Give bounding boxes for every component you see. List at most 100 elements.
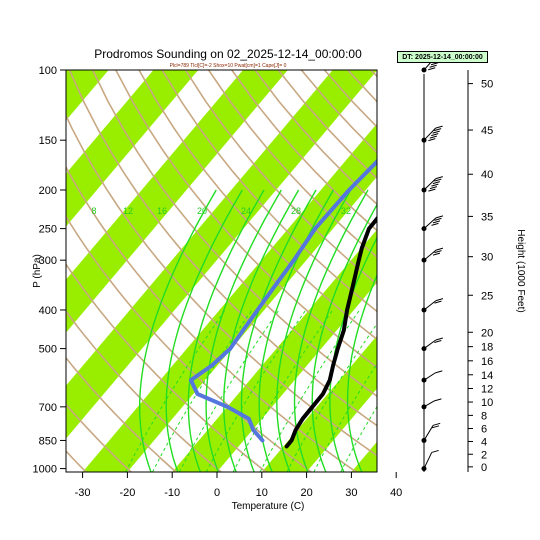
dewpoint-profile-line — [188, 158, 377, 443]
x-axis-title: Temperature (C) — [232, 501, 305, 512]
mixing-ratio-label: 20 — [197, 206, 207, 216]
moist-adiabat-line — [205, 189, 282, 472]
moist-adiabat-line — [187, 189, 265, 472]
height-tick-label: 16 — [481, 356, 493, 368]
wind-barb — [423, 337, 443, 349]
wind-barb — [423, 422, 441, 441]
height-tick-label: 4 — [481, 436, 487, 448]
dry-adiabat-line — [66, 215, 312, 472]
mixing-ratio-label: 32 — [341, 206, 351, 216]
isotherm-band — [66, 70, 199, 227]
p-tick-label: 500 — [39, 344, 57, 356]
mixing-ratio-label: 16 — [157, 206, 167, 216]
moist-adiabat-line — [258, 189, 334, 472]
height-tick-label: 25 — [481, 290, 493, 302]
wind-barb — [423, 176, 443, 192]
wind-barb — [423, 125, 443, 142]
p-tick-label: 400 — [39, 305, 57, 317]
moist-adiabat-line — [223, 189, 300, 472]
p-tick-label: 200 — [39, 185, 57, 197]
x-tick-label: 0 — [214, 487, 220, 499]
height-tick-label: 12 — [481, 384, 493, 396]
mixing-ratio-line — [313, 362, 377, 472]
mixing-ratio-line — [205, 309, 307, 472]
dry-adiabat-line — [66, 113, 377, 457]
mixing-ratio-label: 28 — [291, 206, 301, 216]
mixing-ratio-line — [259, 309, 361, 472]
chart-title: Prodromos Sounding on 02_2025-12-14_00:0… — [94, 47, 362, 61]
height-tick-label: 0 — [481, 462, 487, 474]
height-axis-title: Height (1000 Feet) — [515, 229, 526, 312]
height-tick-label: 10 — [481, 397, 493, 409]
height-tick-label: 18 — [481, 342, 493, 354]
moist-adiabat-line — [346, 273, 377, 472]
moist-adiabat-line — [240, 189, 317, 472]
dry-adiabat-line — [66, 262, 267, 472]
p-tick-label: 850 — [39, 435, 57, 447]
moist-adiabat-line — [293, 189, 369, 472]
x-tick-label: -10 — [164, 487, 180, 499]
mixing-ratio-line — [178, 309, 280, 472]
wind-barb — [423, 449, 439, 469]
x-tick-label: 40 — [390, 487, 402, 499]
mixing-ratio-line — [125, 309, 226, 472]
height-tick-label: 2 — [481, 449, 487, 461]
mixing-ratio-line — [286, 322, 377, 472]
height-tick-label: 6 — [481, 424, 487, 436]
p-tick-label: 1000 — [33, 464, 57, 476]
dry-adiabat-line — [66, 403, 132, 472]
moist-adiabat-line — [329, 236, 377, 472]
mixing-ratio-line — [232, 309, 334, 472]
dry-adiabat-line — [138, 70, 377, 341]
height-tick-label: 30 — [481, 252, 493, 264]
y-axis-title: P (hPa) — [32, 254, 43, 288]
dry-adiabat-line — [115, 70, 377, 369]
mixing-ratio-label: 24 — [241, 206, 251, 216]
wind-barb — [423, 215, 444, 229]
mixing-ratio-label: 12 — [123, 206, 133, 216]
moist-adiabat-line — [311, 203, 377, 472]
mixing-ratio-line — [152, 309, 253, 472]
p-tick-label: 300 — [39, 255, 57, 267]
isotherm-band — [66, 70, 377, 439]
height-tick-label: 45 — [481, 125, 493, 137]
x-tick-label: 20 — [300, 487, 312, 499]
wind-barb — [423, 298, 444, 311]
x-tick-label: 30 — [345, 487, 357, 499]
moist-adiabat-line — [165, 189, 243, 472]
height-tick-label: 35 — [481, 211, 493, 223]
height-tick-label: 40 — [481, 169, 493, 181]
dry-adiabat-line — [66, 356, 177, 472]
p-tick-label: 150 — [39, 135, 57, 147]
chart-subtitle: Plcl=789 Tlcl[C]=-2 Shox=10 Pwat[cm]=1 C… — [170, 63, 287, 69]
dry-adiabat-line — [207, 70, 377, 259]
wind-barb — [423, 370, 443, 381]
x-tick-label: -20 — [119, 487, 135, 499]
x-tick-label: -30 — [75, 487, 91, 499]
wind-barb — [423, 398, 442, 408]
wind-barb — [423, 247, 444, 261]
p-tick-label: 700 — [39, 402, 57, 414]
isotherm-band — [351, 441, 377, 472]
dry-adiabat-line — [161, 70, 377, 313]
moist-adiabat-line — [139, 189, 217, 472]
temperature-profile-line — [284, 215, 377, 449]
moist-adiabat-line — [276, 189, 352, 472]
p-tick-label: 250 — [39, 224, 57, 236]
x-tick-label: 10 — [256, 487, 268, 499]
p-tick-label: 100 — [39, 65, 57, 77]
mixing-ratio-label: 8 — [91, 206, 96, 216]
height-tick-label: 14 — [481, 370, 493, 382]
datetime-badge: DT: 2025-12-14_00:00:00 — [397, 51, 488, 63]
height-tick-label: 20 — [481, 327, 493, 339]
dry-adiabat-line — [184, 70, 377, 286]
height-tick-label: 8 — [481, 410, 487, 422]
dry-adiabat-line — [66, 310, 222, 472]
dry-adiabat-line — [68, 70, 377, 427]
isotherm-band — [66, 70, 288, 333]
dry-adiabat-line — [91, 70, 377, 398]
mixing-ratio-line — [340, 405, 377, 472]
height-tick-label: 50 — [481, 79, 493, 91]
isotherm-band — [82, 123, 377, 472]
